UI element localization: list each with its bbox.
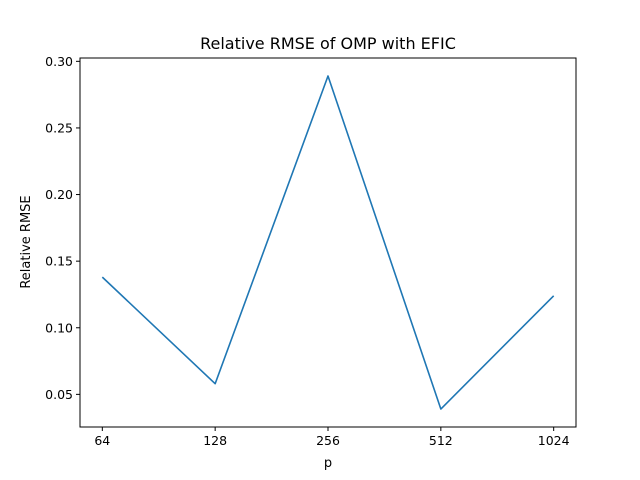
chart-title: Relative RMSE of OMP with EFIC: [200, 34, 456, 53]
axes-frame: [79, 57, 577, 428]
x-tick-label: 64: [94, 433, 110, 448]
y-tick-label: 0.05: [45, 387, 73, 402]
plot-area: 64 128 256 512 1024 0.05 0.10 0.15 0.20 0.25 0.30: [45, 54, 577, 448]
y-tick-label: 0.10: [45, 320, 73, 335]
series-line: [101, 75, 555, 410]
x-axis-label: p: [324, 456, 332, 471]
y-axis-label: Relative RMSE: [19, 195, 34, 288]
x-tick-label: 256: [316, 433, 340, 448]
x-axis: 64 128 256 512 1024: [94, 427, 570, 448]
y-tick-label: 0.15: [45, 254, 73, 269]
y-tick-label: 0.30: [45, 54, 73, 69]
x-tick-label: 1024: [538, 433, 570, 448]
y-tick-label: 0.25: [45, 120, 73, 135]
x-tick-label: 512: [429, 433, 453, 448]
y-tick-label: 0.20: [45, 187, 73, 202]
y-axis: 0.05 0.10 0.15 0.20 0.25 0.30: [45, 54, 80, 402]
x-tick-label: 128: [203, 433, 227, 448]
